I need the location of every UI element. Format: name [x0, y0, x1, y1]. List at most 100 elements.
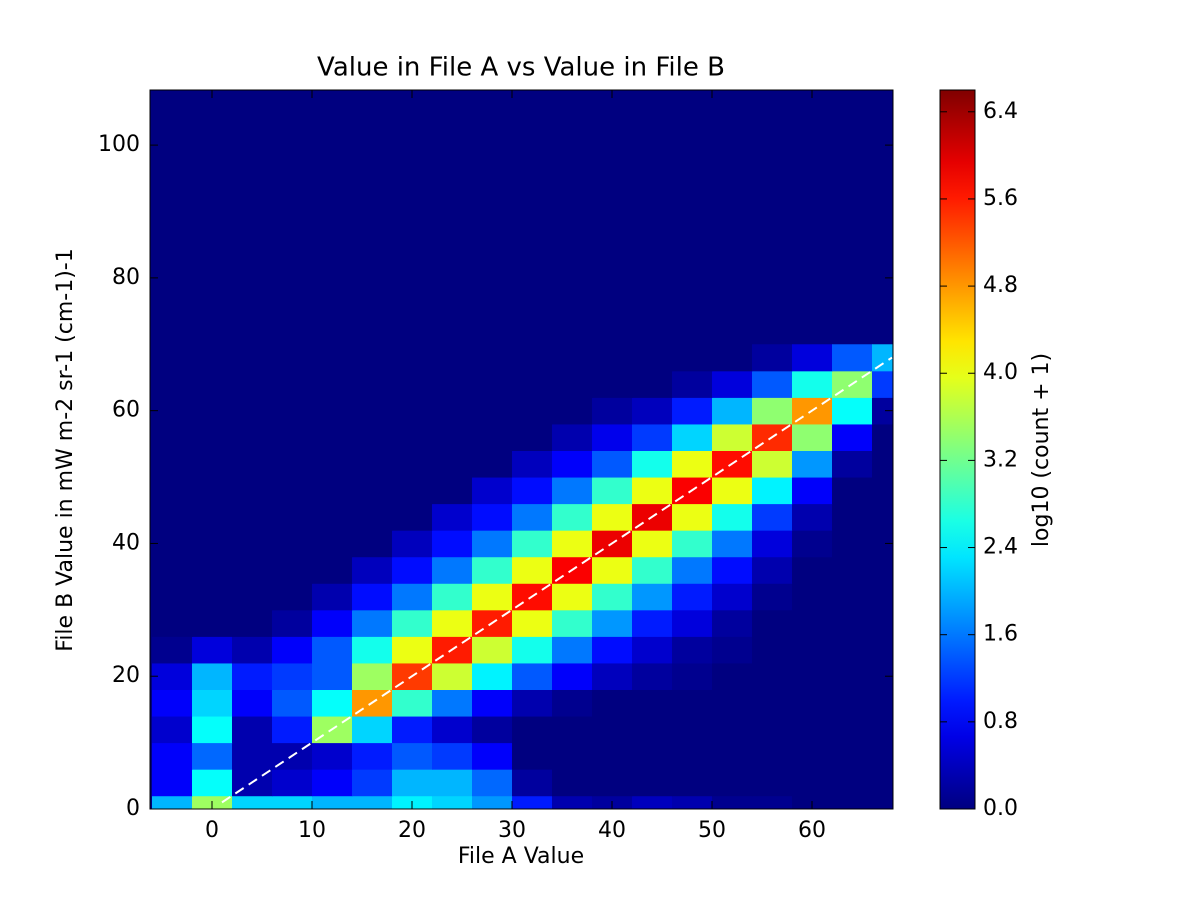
cell	[752, 769, 793, 797]
colorbar-tick-label: 1.6	[983, 622, 1018, 647]
cell	[592, 583, 633, 611]
cell	[432, 530, 473, 558]
cell	[592, 556, 633, 584]
cell	[712, 795, 753, 809]
cell	[432, 769, 473, 797]
cell	[392, 397, 433, 425]
y-tick-label: 100	[98, 132, 140, 157]
cell	[872, 662, 893, 690]
cell	[512, 769, 553, 797]
cell	[552, 583, 593, 611]
cell	[312, 423, 353, 451]
cell	[872, 450, 893, 478]
cell	[632, 423, 673, 451]
cell	[712, 583, 753, 611]
cell	[512, 609, 553, 637]
y-tick-label: 60	[112, 398, 140, 423]
cell	[792, 636, 833, 664]
y-axis-label: File B Value in mW m-2 sr-1 (cm-1)-1	[53, 248, 78, 651]
cell	[552, 477, 593, 505]
cell	[312, 397, 353, 425]
cell	[672, 795, 713, 809]
cell	[552, 344, 593, 372]
cell	[192, 583, 233, 611]
cell	[832, 556, 873, 584]
cell	[352, 609, 393, 637]
cell	[872, 795, 893, 809]
cell	[872, 344, 893, 372]
cell	[312, 583, 353, 611]
cell	[552, 716, 593, 744]
cell	[352, 716, 393, 744]
y-tick-label: 0	[126, 796, 140, 821]
cell	[592, 716, 633, 744]
colorbar-tick-label: 4.0	[983, 360, 1018, 385]
cell	[552, 609, 593, 637]
cell	[792, 477, 833, 505]
cell	[672, 370, 713, 398]
cell	[352, 556, 393, 584]
cell	[432, 556, 473, 584]
cell	[512, 397, 553, 425]
cell	[272, 716, 313, 744]
y-tick-label: 80	[112, 265, 140, 290]
cell	[592, 423, 633, 451]
cell	[792, 716, 833, 744]
cell	[392, 716, 433, 744]
cell	[872, 609, 893, 637]
cell	[232, 716, 273, 744]
cell	[832, 689, 873, 717]
cell	[152, 344, 193, 372]
cell	[352, 769, 393, 797]
cell	[512, 503, 553, 531]
cell	[312, 344, 353, 372]
cell	[592, 689, 633, 717]
cell	[432, 609, 473, 637]
cell	[472, 503, 513, 531]
cell	[152, 795, 193, 809]
cell	[392, 742, 433, 770]
cell	[192, 423, 233, 451]
x-tick-label: 30	[498, 818, 526, 843]
cell	[512, 662, 553, 690]
cell	[792, 583, 833, 611]
colorbar-tick-label: 0.8	[983, 709, 1018, 734]
cell	[432, 477, 473, 505]
cell	[392, 583, 433, 611]
cell	[392, 344, 433, 372]
cell	[472, 636, 513, 664]
cell	[712, 689, 753, 717]
cell	[192, 742, 233, 770]
cell	[752, 689, 793, 717]
cell	[352, 583, 393, 611]
cell	[552, 530, 593, 558]
cell	[512, 689, 553, 717]
cell	[512, 344, 553, 372]
cell	[312, 795, 353, 809]
cell	[632, 556, 673, 584]
cell	[632, 530, 673, 558]
y-tick-label: 20	[112, 663, 140, 688]
cell	[552, 423, 593, 451]
cell	[712, 344, 753, 372]
cell	[832, 609, 873, 637]
cell	[752, 370, 793, 398]
cell	[712, 477, 753, 505]
cell	[752, 716, 793, 744]
cell	[872, 397, 893, 425]
cells	[152, 344, 893, 809]
x-tick-label: 20	[398, 818, 426, 843]
cell	[432, 503, 473, 531]
cell	[752, 583, 793, 611]
cell	[472, 689, 513, 717]
colorbar	[939, 89, 976, 810]
cell	[672, 662, 713, 690]
cell	[752, 530, 793, 558]
cell	[832, 450, 873, 478]
cell	[872, 423, 893, 451]
cell	[712, 423, 753, 451]
colorbar-label: log10 (count + 1)	[1029, 353, 1054, 547]
cell	[632, 662, 673, 690]
cell	[872, 530, 893, 558]
cell	[312, 689, 353, 717]
